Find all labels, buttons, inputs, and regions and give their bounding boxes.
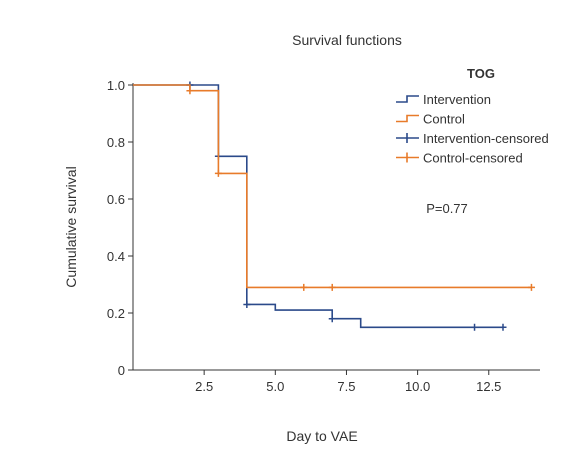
p-value-annotation: P=0.77 bbox=[426, 201, 468, 216]
y-tick-label: 0.8 bbox=[107, 135, 125, 150]
control-censored-mark bbox=[527, 283, 535, 291]
intervention-censored-mark bbox=[243, 300, 251, 308]
intervention-censored-mark bbox=[499, 323, 507, 331]
y-tick-label: 0.6 bbox=[107, 192, 125, 207]
legend-label: Intervention bbox=[423, 92, 491, 107]
chart-title: Survival functions bbox=[292, 32, 402, 48]
legend-label: Control-censored bbox=[423, 151, 523, 166]
legend-cross-symbol bbox=[396, 152, 419, 163]
control-survival-curve bbox=[133, 84, 532, 289]
plot-area bbox=[133, 81, 535, 331]
control-censored-mark bbox=[300, 283, 308, 291]
legend-label: Control bbox=[423, 112, 465, 127]
y-axis-label: Cumulative survival bbox=[63, 166, 79, 287]
legend-cross-symbol bbox=[396, 133, 419, 143]
legend-step-symbol bbox=[396, 114, 419, 123]
control-censored-mark bbox=[328, 283, 336, 291]
legend: TOG Intervention Control Intervention-cens… bbox=[396, 66, 549, 166]
x-tick-label: 10.0 bbox=[405, 379, 430, 394]
control-censored-mark bbox=[186, 87, 194, 95]
x-tick-label: 5.0 bbox=[266, 379, 284, 394]
intervention-censored-mark bbox=[328, 315, 336, 323]
y-tick-label: 0 bbox=[118, 363, 125, 378]
x-tick-label: 12.5 bbox=[476, 379, 501, 394]
legend-label: Intervention-censored bbox=[423, 131, 549, 146]
intervention-censored-mark bbox=[471, 323, 479, 331]
x-tick-label: 2.5 bbox=[195, 379, 213, 394]
axes: 0 0.2 0.4 0.6 0.8 1.0 2.5 5.0 7.5 10.0 12.5 bbox=[107, 78, 540, 394]
y-tick-label: 1.0 bbox=[107, 78, 125, 93]
control-censored-mark bbox=[214, 169, 222, 177]
x-tick-label: 7.5 bbox=[337, 379, 355, 394]
y-tick-label: 0.4 bbox=[107, 249, 125, 264]
legend-step-symbol bbox=[396, 95, 419, 103]
legend-title: TOG bbox=[467, 66, 495, 81]
y-tick-label: 0.2 bbox=[107, 306, 125, 321]
x-axis-label: Day to VAE bbox=[286, 428, 357, 444]
